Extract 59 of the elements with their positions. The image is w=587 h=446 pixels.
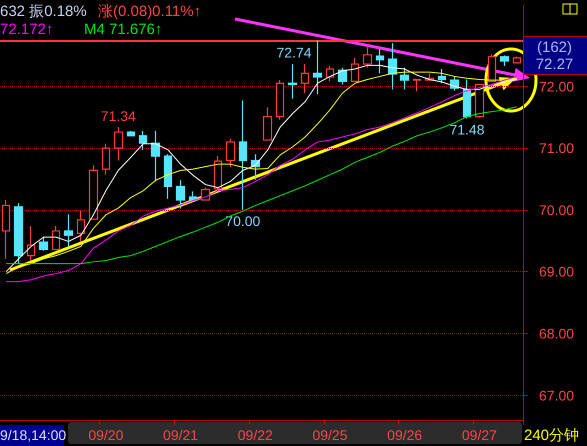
annotation: 72.74 — [276, 44, 312, 61]
candlestick — [326, 65, 334, 82]
candlestick — [26, 225, 36, 262]
candlestick — [102, 143, 110, 176]
candlestick — [214, 156, 222, 192]
candlestick — [362, 44, 372, 68]
candlestick — [14, 202, 24, 264]
annotation: 72.172↑ — [0, 21, 54, 38]
candlestick — [76, 210, 86, 242]
candlestick — [288, 63, 298, 100]
annotation: 632 振0.18% — [0, 2, 87, 21]
candlestick — [164, 154, 172, 200]
annotation: M4 71.676↑ — [84, 21, 162, 38]
candlestick — [150, 130, 160, 182]
candlestick — [176, 180, 186, 210]
line-series — [6, 106, 518, 264]
candlestick — [52, 225, 60, 250]
annotation: 71.48 — [449, 121, 485, 138]
y-tick-label: 68.00 — [539, 325, 574, 342]
y-tick-label: 67.00 — [539, 387, 574, 404]
annotation: 70.00 — [225, 212, 261, 229]
candlestick — [412, 78, 422, 92]
candlestick — [462, 78, 472, 120]
text: 240分钟 — [524, 426, 580, 445]
text: (162) — [536, 39, 574, 56]
candlestick — [512, 56, 522, 64]
x-tick-label: 09/27 — [462, 427, 498, 443]
candlestick — [350, 57, 360, 82]
x-tick-label: 09/20 — [88, 427, 124, 443]
candlestick — [376, 48, 384, 74]
candlestick — [400, 67, 410, 90]
candlestick — [312, 40, 322, 95]
candlestick — [262, 106, 272, 141]
candlestick — [138, 130, 148, 151]
candlestick — [276, 80, 284, 120]
annotation: 71.34 — [100, 108, 136, 124]
y-tick-label: 71.00 — [539, 140, 574, 156]
candlestick — [64, 214, 74, 247]
y-tick-label: 70.00 — [539, 202, 574, 218]
candlestick — [338, 67, 348, 86]
x-tick-label: 09/26 — [387, 427, 422, 443]
x-tick-label: 09/21 — [163, 427, 198, 443]
candlestick — [38, 236, 48, 252]
text: 72.27 — [534, 56, 574, 73]
candlestick — [126, 130, 136, 137]
annotation: 涨(0.08)0.11%↑ — [98, 2, 202, 21]
candlestick — [226, 138, 236, 168]
candlestick — [500, 54, 510, 67]
candlestick — [238, 100, 248, 211]
candlestick — [300, 63, 310, 94]
candlestick — [488, 54, 496, 82]
y-tick-label: 69.00 — [539, 264, 574, 280]
y-tick-label: 72.00 — [539, 78, 574, 94]
candlestick — [88, 164, 98, 220]
x-tick-label: 09/22 — [238, 427, 273, 443]
candlestick — [438, 68, 446, 84]
x-tick-label: 09/25 — [312, 427, 348, 443]
candlestick — [114, 126, 124, 162]
candlestick — [388, 42, 398, 90]
